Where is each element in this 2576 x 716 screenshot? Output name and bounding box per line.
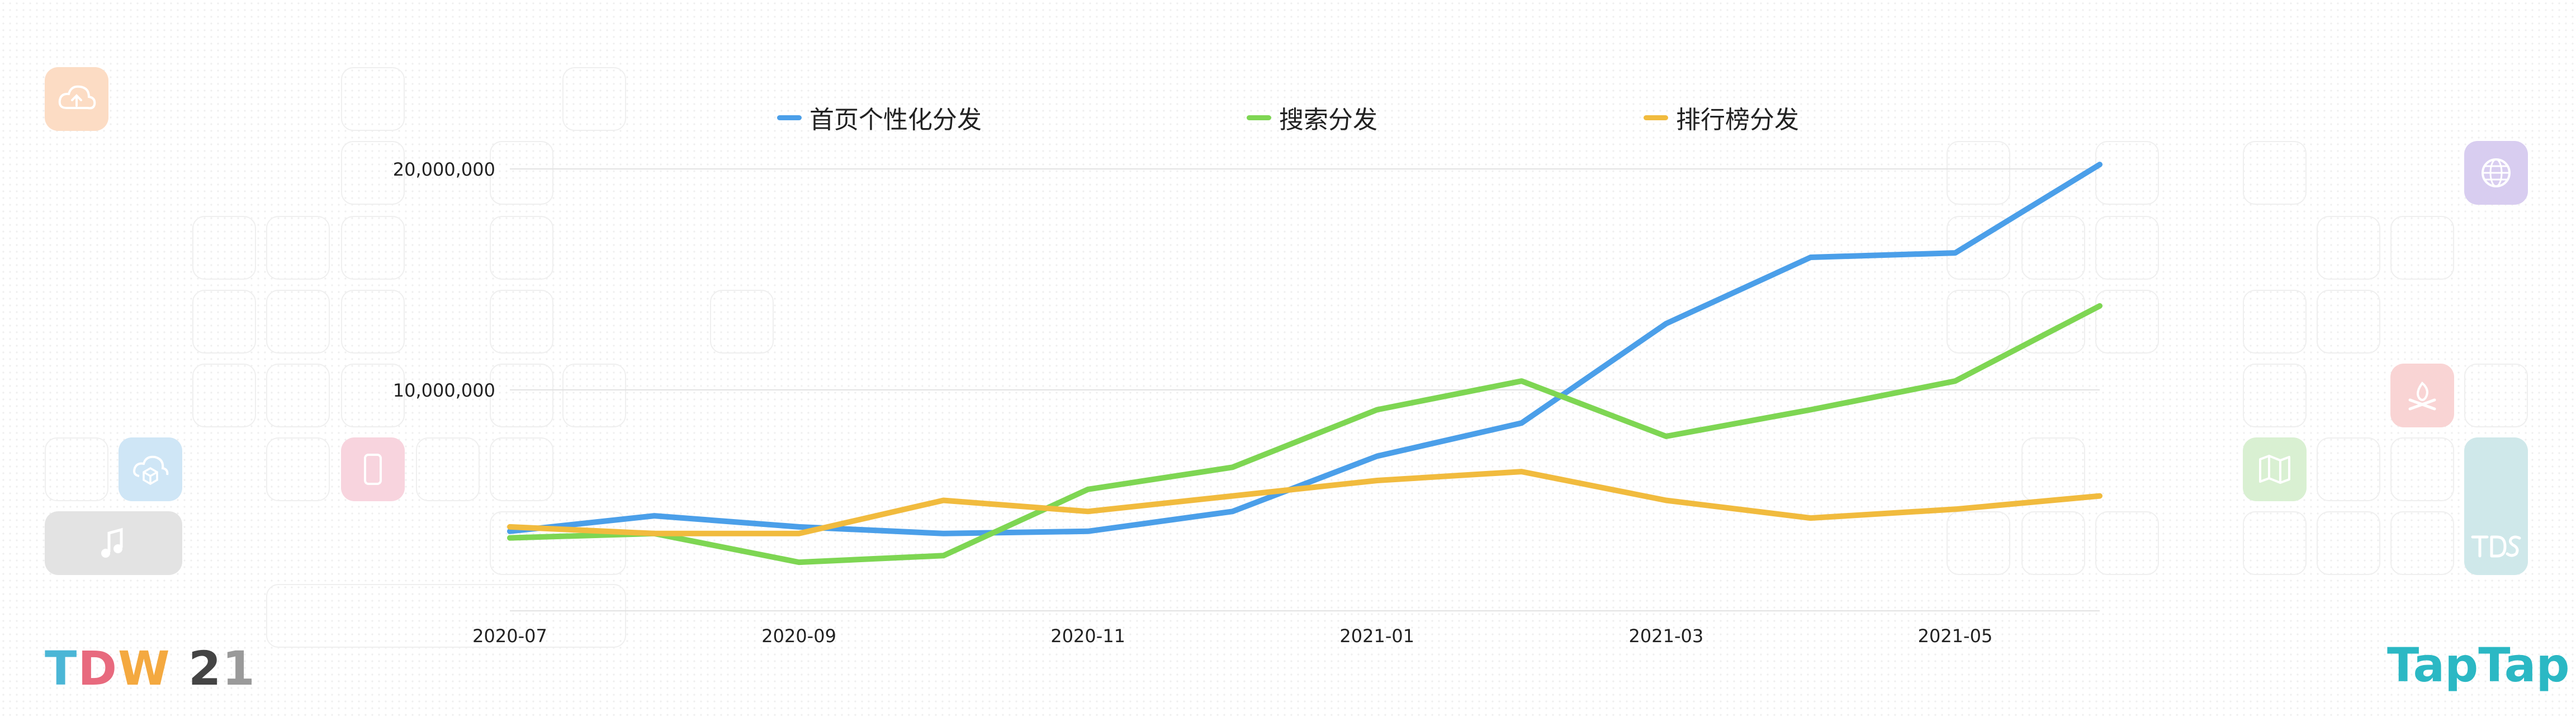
background-tile — [1947, 511, 2010, 575]
background-tile — [266, 437, 330, 501]
background-tile — [490, 364, 553, 427]
x-tick-label: 2020-11 — [1050, 625, 1125, 647]
background-tile — [490, 216, 553, 280]
cloud-upload-icon — [45, 67, 108, 131]
logo-letter: W — [118, 641, 171, 696]
background-tile — [341, 67, 405, 131]
background-tile — [192, 364, 256, 427]
background-tile — [2464, 364, 2528, 427]
background-tile — [2095, 511, 2159, 575]
background-tile — [2243, 511, 2307, 575]
legend-item: 排行榜分发 — [1644, 95, 1799, 140]
tds-icon — [2464, 437, 2528, 575]
background-tile — [341, 141, 405, 205]
phone-icon — [341, 437, 405, 501]
logo-letter: 1 — [222, 641, 256, 696]
background-tile — [416, 437, 480, 501]
logo-letter: 2 — [171, 641, 222, 696]
background-tile — [2095, 216, 2159, 280]
music-note-icon — [45, 511, 182, 575]
logo-letter: D — [78, 641, 119, 696]
y-tick-label: 20,000,000 — [393, 159, 495, 180]
x-tick-label: 2020-09 — [761, 625, 836, 647]
legend-label: 搜索分发 — [1279, 106, 1377, 134]
background-tile — [266, 216, 330, 280]
background-tile — [2390, 511, 2454, 575]
background-tile — [192, 216, 256, 280]
background-tile — [341, 364, 405, 427]
legend-label: 首页个性化分发 — [809, 106, 982, 134]
background-tile — [2095, 290, 2159, 354]
background-tile — [2021, 511, 2085, 575]
background-tile — [2021, 216, 2085, 280]
background-tile — [1947, 141, 2010, 205]
cloud-box-icon — [119, 437, 182, 501]
background-tile — [2317, 290, 2380, 354]
background-tile — [341, 290, 405, 354]
background-tile — [266, 584, 626, 648]
background-tile — [1947, 216, 2010, 280]
series-line — [507, 303, 2103, 566]
legend-item: 首页个性化分发 — [777, 95, 982, 140]
campfire-icon — [2390, 364, 2454, 427]
background-tile — [562, 364, 626, 427]
x-tick-label: 2021-01 — [1339, 625, 1414, 647]
background-tile — [490, 437, 553, 501]
map-icon — [2243, 437, 2307, 501]
legend-swatch — [1247, 115, 1271, 120]
background-tile — [2390, 437, 2454, 501]
legend-item: 搜索分发 — [1247, 95, 1377, 140]
background-tile — [341, 216, 405, 280]
background-tile — [192, 290, 256, 354]
background-tile — [490, 511, 626, 575]
background-tile — [490, 290, 553, 354]
background-tile — [710, 290, 774, 354]
chart-legend: 首页个性化分发 搜索分发 排行榜分发 — [0, 95, 2576, 140]
globe-icon — [2464, 141, 2528, 205]
background-tile — [2390, 216, 2454, 280]
x-tick-label: 2021-03 — [1629, 625, 1704, 647]
background-tile — [1947, 290, 2010, 354]
legend-swatch — [777, 115, 802, 120]
background-tile — [2095, 141, 2159, 205]
background-tile — [266, 290, 330, 354]
background-tile — [2021, 290, 2085, 354]
background-tile — [2317, 216, 2380, 280]
background-tile — [2317, 437, 2380, 501]
x-tick-label: 2020-07 — [472, 625, 547, 647]
background-tile — [45, 437, 108, 501]
legend-swatch — [1644, 115, 1668, 120]
background-tile — [2243, 290, 2307, 354]
logo-letter: T — [45, 641, 78, 696]
x-tick-label: 2021-05 — [1918, 625, 1993, 647]
series-line — [507, 162, 2103, 536]
legend-label: 排行榜分发 — [1676, 106, 1799, 134]
background-tile — [2243, 141, 2307, 205]
background-tile — [2317, 511, 2380, 575]
y-tick-label: 10,000,000 — [393, 380, 495, 401]
series-line — [507, 469, 2103, 536]
background-tile — [562, 67, 626, 131]
background-tile — [2243, 364, 2307, 427]
background-tile — [490, 141, 553, 205]
taptap-logo: TapTap — [2387, 638, 2570, 693]
tdw21-logo: TDW 21 — [45, 641, 256, 696]
background-tile — [266, 364, 330, 427]
